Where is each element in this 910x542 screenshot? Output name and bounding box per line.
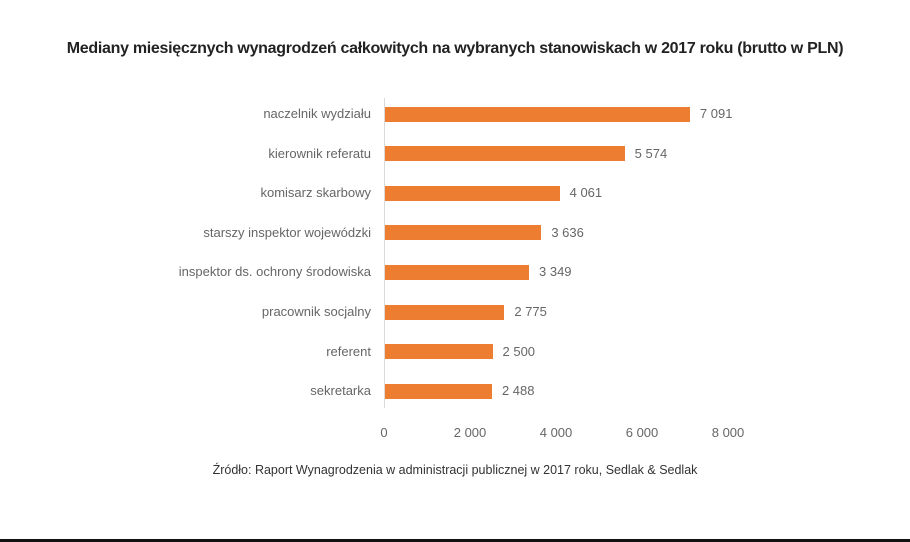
bar [385,264,529,280]
value-label: 4 061 [569,185,603,201]
category-label: komisarz skarbowy [260,185,371,201]
category-label: referent [326,343,371,359]
bar [385,225,542,241]
chart-title: Mediany miesięcznych wynagrodzeń całkowi… [66,40,844,57]
category-label: naczelnik wydziału [263,106,371,121]
category-label: starszy inspektor wojewódzki [203,224,371,240]
value-label: 7 091 [699,106,733,121]
value-label: 2 488 [501,383,535,399]
category-label: pracownik socjalny [261,304,371,319]
x-tick-label: 2 000 [453,425,487,440]
bar [385,344,493,360]
bar [385,106,690,122]
value-label: 2 775 [514,304,547,319]
y-axis-line [384,98,385,408]
chart-source: Źródło: Raport Wynagrodzenia w administr… [212,463,698,477]
category-label: sekretarka [310,383,371,399]
category-label: kierownik referatu [268,145,371,161]
bar [385,304,505,320]
value-label: 3 636 [551,224,584,240]
bottom-edge-bar [0,539,910,542]
bar [385,146,625,162]
value-label: 3 349 [539,264,572,280]
value-label: 2 500 [502,343,536,359]
value-label: 5 574 [634,145,668,161]
x-tick-label: 8 000 [711,425,745,440]
x-tick-label: 6 000 [625,425,659,440]
x-tick-label: 0 [380,425,388,440]
category-label: inspektor ds. ochrony środowiska [178,264,371,280]
bar [385,383,492,399]
bar [385,185,560,201]
x-tick-label: 4 000 [539,425,573,440]
